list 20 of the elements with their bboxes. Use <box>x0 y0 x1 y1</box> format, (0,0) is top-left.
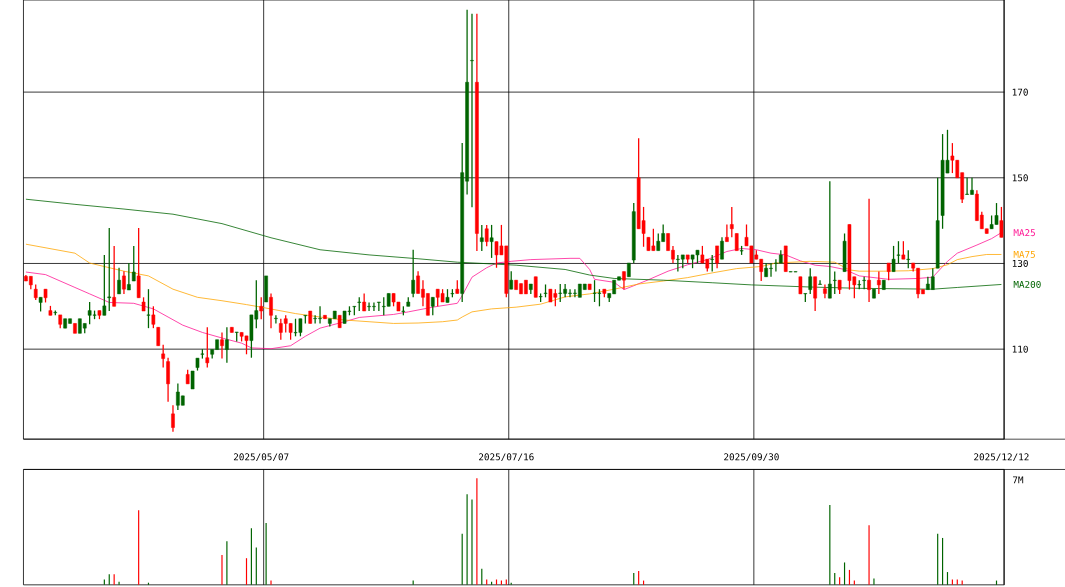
candlestick <box>823 284 827 299</box>
y-tick-label: 110 <box>1012 345 1028 353</box>
series-label: MA75 <box>1013 251 1035 259</box>
x-tick-label: 2025/07/16 <box>479 453 534 462</box>
candlestick <box>867 198 871 303</box>
y-tick-label: 150 <box>1012 174 1028 182</box>
series-label: MA200 <box>1013 281 1041 289</box>
candlestick <box>220 332 224 359</box>
x-tick-label: 2025/12/12 <box>974 453 1029 462</box>
line-series <box>25 243 1002 324</box>
x-tick-label: 2025/09/30 <box>724 453 779 462</box>
y-tick-label: 170 <box>1012 88 1028 96</box>
candlestick <box>725 224 729 242</box>
y-tick-label: 130 <box>1012 260 1028 268</box>
series-label: MA25 <box>1013 229 1035 237</box>
candlestick <box>470 13 474 208</box>
text: 7M <box>1012 476 1024 484</box>
candlestick <box>225 327 229 363</box>
x-tick-label: 2025/05/07 <box>233 453 289 462</box>
candlestick <box>274 315 278 324</box>
